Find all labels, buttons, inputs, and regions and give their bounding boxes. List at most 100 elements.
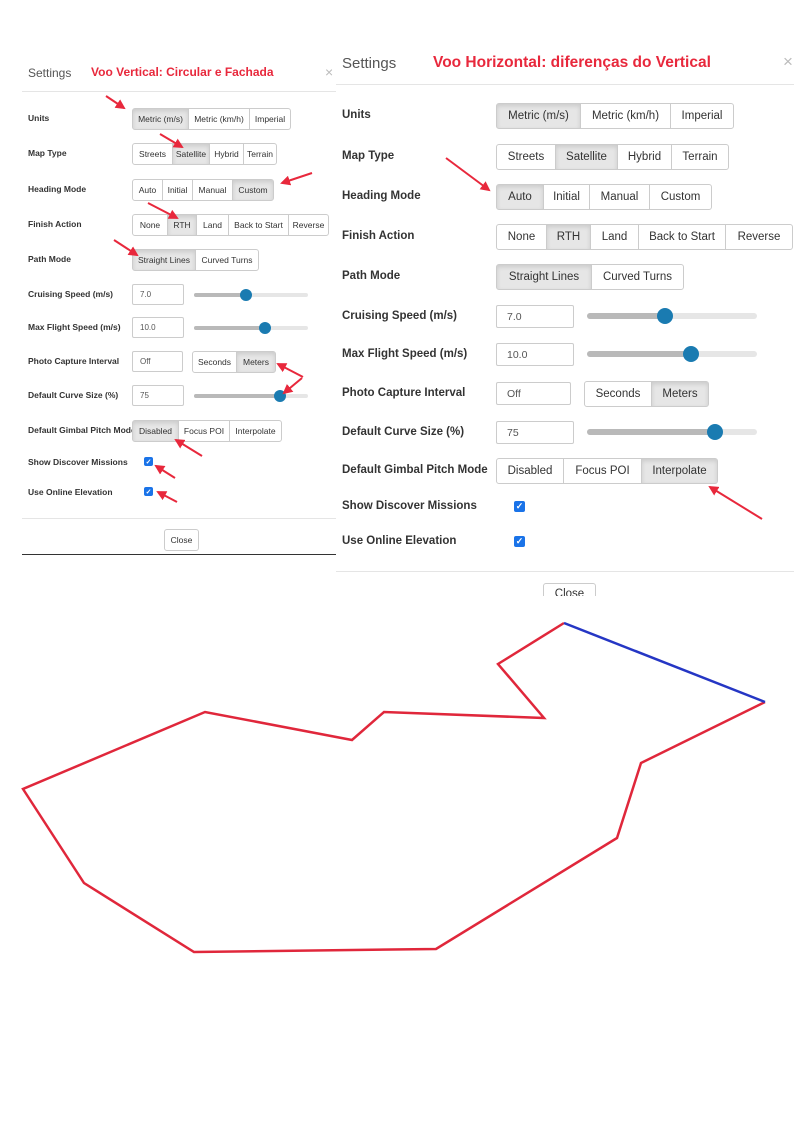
photo-interval-input[interactable]: Off xyxy=(496,382,571,405)
cruising-speed-input[interactable]: 7.0 xyxy=(132,284,184,305)
online-elevation-checkbox[interactable]: ✓ xyxy=(144,487,153,496)
photo-mode-toggle: Seconds Meters xyxy=(192,351,276,373)
finish-action-label: Finish Action xyxy=(28,219,82,229)
gimbal-option-disabled[interactable]: Disabled xyxy=(496,458,564,484)
photo-mode-option-meters[interactable]: Meters xyxy=(236,351,276,373)
curve-size-input[interactable]: 75 xyxy=(132,385,184,406)
gimbal-mode-label: Default Gimbal Pitch Mode xyxy=(28,425,136,435)
curve-size-slider[interactable] xyxy=(194,390,308,402)
photo-interval-input[interactable]: Off xyxy=(132,351,183,372)
online-elevation-checkbox[interactable]: ✓ xyxy=(514,536,525,547)
map-type-option-terrain[interactable]: Terrain xyxy=(243,143,277,165)
finish-action-option-land[interactable]: Land xyxy=(590,224,639,250)
units-option-metric-km-h[interactable]: Metric (km/h) xyxy=(580,103,671,129)
slider-fill xyxy=(587,429,715,435)
photo-mode-option-seconds[interactable]: Seconds xyxy=(584,381,652,407)
heading-mode-option-initial[interactable]: Initial xyxy=(543,184,590,210)
cruising-speed-slider[interactable] xyxy=(587,308,757,324)
finish-action-option-rth[interactable]: RTH xyxy=(167,214,197,236)
finish-action-option-none[interactable]: None xyxy=(496,224,547,250)
slider-handle[interactable] xyxy=(240,289,253,301)
heading-mode-option-auto[interactable]: Auto xyxy=(496,184,544,210)
max-speed-slider[interactable] xyxy=(194,322,308,334)
heading-mode-option-auto[interactable]: Auto xyxy=(132,179,163,201)
close-button[interactable]: Close xyxy=(543,583,596,596)
path-mode-option-curved-turns[interactable]: Curved Turns xyxy=(195,249,259,271)
show-discover-label: Show Discover Missions xyxy=(342,500,477,512)
annotation-note: Voo Horizontal: diferenças do Vertical xyxy=(433,54,711,71)
heading-mode-option-manual[interactable]: Manual xyxy=(192,179,233,201)
units-toggle: Metric (m/s) Metric (km/h) Imperial xyxy=(132,108,291,130)
finish-action-option-reverse[interactable]: Reverse xyxy=(725,224,793,250)
slider-fill xyxy=(587,313,666,319)
units-option-metric-km-h[interactable]: Metric (km/h) xyxy=(188,108,250,130)
map-type-option-hybrid[interactable]: Hybrid xyxy=(209,143,244,165)
online-elevation-label: Use Online Elevation xyxy=(28,487,113,497)
photo-mode-option-seconds[interactable]: Seconds xyxy=(192,351,237,373)
map-type-option-streets[interactable]: Streets xyxy=(132,143,173,165)
map-type-option-hybrid[interactable]: Hybrid xyxy=(617,144,672,170)
finish-action-option-back-to-start[interactable]: Back to Start xyxy=(638,224,726,250)
finish-action-option-back-to-start[interactable]: Back to Start xyxy=(228,214,289,236)
finish-action-option-reverse[interactable]: Reverse xyxy=(288,214,329,236)
map-type-option-streets[interactable]: Streets xyxy=(496,144,556,170)
finish-action-option-none[interactable]: None xyxy=(132,214,168,236)
gimbal-option-focus-poi[interactable]: Focus POI xyxy=(178,420,230,442)
heading-mode-option-manual[interactable]: Manual xyxy=(589,184,650,210)
settings-panel-vertical: Settings Voo Vertical: Circular e Fachad… xyxy=(22,48,336,556)
flight-path-edge-blue xyxy=(563,621,766,704)
photo-mode-toggle: Seconds Meters xyxy=(584,381,709,407)
online-elevation-label: Use Online Elevation xyxy=(342,535,457,547)
map-type-option-satellite[interactable]: Satellite xyxy=(172,143,210,165)
gimbal-option-disabled[interactable]: Disabled xyxy=(132,420,179,442)
divider xyxy=(22,91,336,92)
cruising-speed-slider[interactable] xyxy=(194,289,308,301)
flight-path-polygon xyxy=(21,621,766,954)
max-speed-slider[interactable] xyxy=(587,346,757,362)
heading-mode-option-custom[interactable]: Custom xyxy=(232,179,274,201)
heading-mode-toggle: Auto Initial Manual Custom xyxy=(496,184,712,210)
path-mode-option-curved-turns[interactable]: Curved Turns xyxy=(591,264,684,290)
units-option-metric-m-s[interactable]: Metric (m/s) xyxy=(496,103,581,129)
slider-handle[interactable] xyxy=(682,346,699,362)
path-mode-toggle: Straight Lines Curved Turns xyxy=(496,264,684,290)
slider-handle[interactable] xyxy=(258,322,271,334)
divider xyxy=(22,518,336,519)
slider-handle[interactable] xyxy=(273,390,286,402)
settings-panel-horizontal: Settings Voo Horizontal: diferenças do V… xyxy=(336,38,794,596)
map-type-option-satellite[interactable]: Satellite xyxy=(555,144,618,170)
curve-size-slider[interactable] xyxy=(587,424,757,440)
map-type-option-terrain[interactable]: Terrain xyxy=(671,144,729,170)
finish-action-toggle: None RTH Land Back to Start Reverse xyxy=(496,224,793,250)
close-button[interactable]: Close xyxy=(164,529,199,551)
curve-size-input[interactable]: 75 xyxy=(496,421,574,444)
finish-action-option-land[interactable]: Land xyxy=(196,214,229,236)
units-label: Units xyxy=(342,109,371,121)
path-mode-option-straight-lines[interactable]: Straight Lines xyxy=(496,264,592,290)
cruising-speed-input[interactable]: 7.0 xyxy=(496,305,574,328)
slider-handle[interactable] xyxy=(657,308,674,324)
heading-mode-option-custom[interactable]: Custom xyxy=(649,184,712,210)
max-speed-input[interactable]: 10.0 xyxy=(132,317,184,338)
show-discover-checkbox[interactable]: ✓ xyxy=(144,457,153,466)
slider-fill xyxy=(194,293,247,297)
show-discover-checkbox[interactable]: ✓ xyxy=(514,501,525,512)
gimbal-option-interpolate[interactable]: Interpolate xyxy=(641,458,718,484)
gimbal-option-interpolate[interactable]: Interpolate xyxy=(229,420,282,442)
finish-action-option-rth[interactable]: RTH xyxy=(546,224,591,250)
slider-handle[interactable] xyxy=(706,424,723,440)
units-option-metric-m-s[interactable]: Metric (m/s) xyxy=(132,108,189,130)
path-mode-option-straight-lines[interactable]: Straight Lines xyxy=(132,249,196,271)
heading-mode-option-initial[interactable]: Initial xyxy=(162,179,193,201)
close-icon[interactable]: × xyxy=(325,64,334,80)
photo-mode-option-meters[interactable]: Meters xyxy=(651,381,709,407)
panel-title: Settings xyxy=(28,66,72,80)
map-type-toggle: Streets Satellite Hybrid Terrain xyxy=(132,143,277,165)
units-option-imperial[interactable]: Imperial xyxy=(249,108,291,130)
panel-title: Settings xyxy=(342,55,397,72)
max-speed-input[interactable]: 10.0 xyxy=(496,343,574,366)
close-icon[interactable]: × xyxy=(783,52,793,71)
gimbal-option-focus-poi[interactable]: Focus POI xyxy=(563,458,642,484)
max-speed-label: Max Flight Speed (m/s) xyxy=(342,348,468,360)
units-option-imperial[interactable]: Imperial xyxy=(670,103,734,129)
